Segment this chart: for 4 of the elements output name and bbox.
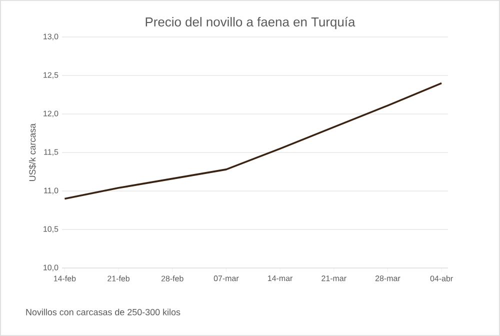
text: Novillos con carcasas de 250-300 kilos xyxy=(26,308,180,316)
y-axis-title: US$/k carcasa xyxy=(28,123,36,181)
chart-title: Precio del novillo a faena en Turquía xyxy=(146,16,356,30)
line-series xyxy=(64,82,442,200)
